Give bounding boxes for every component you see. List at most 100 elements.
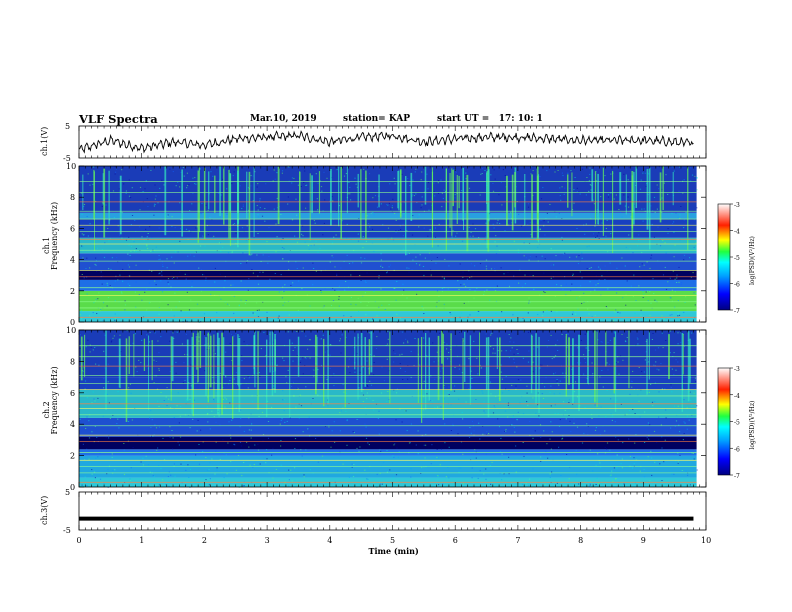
ch2-speckle xyxy=(248,446,250,448)
ch2-ytick-label: 0 xyxy=(70,483,75,492)
ch1-speckle xyxy=(290,284,292,286)
ch1-speckle xyxy=(158,255,160,257)
ch1-speckle xyxy=(288,166,290,168)
ch1-speckle xyxy=(576,297,578,299)
ch2-streak xyxy=(125,338,128,422)
ch2-speckle xyxy=(91,431,93,433)
ch1-speckle xyxy=(597,283,599,285)
ch1-speckle xyxy=(121,212,123,214)
ch1-speckle xyxy=(368,302,370,303)
ch2-speckle xyxy=(584,358,586,359)
ch1-speckle xyxy=(681,282,683,284)
ch1-speckle xyxy=(278,291,280,293)
ch2-speckle xyxy=(670,366,672,368)
ch1-speckle xyxy=(515,186,517,188)
ch1-speckle xyxy=(412,259,414,261)
ch2-speckle xyxy=(259,376,261,377)
ch1-speckle xyxy=(385,204,388,206)
ch1-speckle xyxy=(654,299,656,301)
ch1-speckle xyxy=(128,266,131,268)
ch1-speckle xyxy=(95,200,97,202)
ch1-speckle xyxy=(302,235,304,237)
ch2-speckle xyxy=(532,437,534,439)
ch1-speckle xyxy=(251,253,253,255)
ch1-speckle xyxy=(239,185,241,187)
ch1-speckle xyxy=(517,251,520,253)
ch1-speckle xyxy=(305,207,307,209)
ch2-speckle xyxy=(324,425,327,427)
ch1-speckle xyxy=(350,316,352,318)
ch2-speckle xyxy=(123,474,126,475)
ch2-speckle xyxy=(589,483,591,485)
ch2-speckle xyxy=(460,441,463,443)
ch1-speckle xyxy=(89,184,91,186)
ch1-speckle xyxy=(257,316,260,318)
ch2-speckle xyxy=(693,458,695,460)
ch1-speckle xyxy=(433,191,435,193)
ch2-speckle xyxy=(501,378,503,380)
ch2-speckle xyxy=(386,343,389,345)
ch2-speckle xyxy=(84,388,86,390)
ch2-speckle xyxy=(513,341,515,343)
ch1-speckle xyxy=(547,221,549,223)
ch1-speckle xyxy=(418,214,420,216)
ch2-speckle xyxy=(471,467,473,469)
ch1-speckle xyxy=(646,290,648,292)
ch2-speckle xyxy=(446,348,448,350)
ch1-speckle xyxy=(554,295,556,297)
ch1-speckle xyxy=(460,190,463,192)
ch2-speckle xyxy=(317,394,319,396)
ch1-speckle xyxy=(146,198,148,200)
ch2-speckle xyxy=(127,421,130,422)
ch2-speckle xyxy=(689,391,691,393)
ch2-speckle xyxy=(351,466,353,468)
ch1-speckle xyxy=(406,230,408,232)
ch2-speckle xyxy=(89,351,91,353)
ch2-speckle xyxy=(490,333,492,334)
ch1-speckle xyxy=(423,274,425,276)
ch2-speckle xyxy=(475,457,477,459)
ch1-streak xyxy=(486,172,488,204)
ch2-streak xyxy=(344,330,346,408)
ch1-speckle xyxy=(418,226,420,228)
ch2-speckle xyxy=(213,400,215,402)
ch2-speckle xyxy=(379,472,381,474)
ch1-speckle xyxy=(259,200,261,202)
ch2-speckle xyxy=(505,350,507,352)
ch1-speckle xyxy=(226,213,228,215)
ch1-speckle xyxy=(694,175,696,177)
ch1-speckle xyxy=(265,183,267,185)
ch1-speckle xyxy=(217,193,220,194)
ch1-speckle xyxy=(186,187,188,189)
ch2-speckle xyxy=(614,421,616,423)
ch2-speckle xyxy=(410,423,412,425)
ch1-speckle xyxy=(179,240,181,242)
ch2-speckle xyxy=(397,456,399,458)
ch2-speckle xyxy=(423,409,425,411)
ch1-speckle xyxy=(455,171,457,173)
ch1-streak xyxy=(486,171,489,249)
ch1-speckle xyxy=(683,311,685,313)
ch2-speckle xyxy=(683,433,685,435)
ch2-speckle xyxy=(595,427,597,429)
ch2-speckle xyxy=(309,357,311,359)
ch1-speckle xyxy=(295,319,297,321)
ch1-speckle xyxy=(192,193,194,195)
ch1-speckle xyxy=(92,183,94,185)
ch1-freq-band xyxy=(79,212,697,220)
ch2-speckle xyxy=(659,463,661,465)
ch2-speckle xyxy=(86,448,88,450)
ch2-speckle xyxy=(546,443,548,445)
ch2-speckle xyxy=(230,333,232,335)
ch2-speckle xyxy=(294,347,296,349)
ch1-speckle xyxy=(358,310,360,312)
ch1-speckle xyxy=(150,251,152,252)
ch1-speckle xyxy=(214,281,216,283)
ch2-speckle xyxy=(648,391,650,393)
ch2-speckle xyxy=(273,387,275,389)
ch1-speckle xyxy=(109,285,111,287)
ch1-speckle xyxy=(171,225,173,227)
ch1-speckle xyxy=(535,256,537,258)
ch1-speckle xyxy=(412,215,414,217)
ch2-speckle xyxy=(567,333,569,335)
